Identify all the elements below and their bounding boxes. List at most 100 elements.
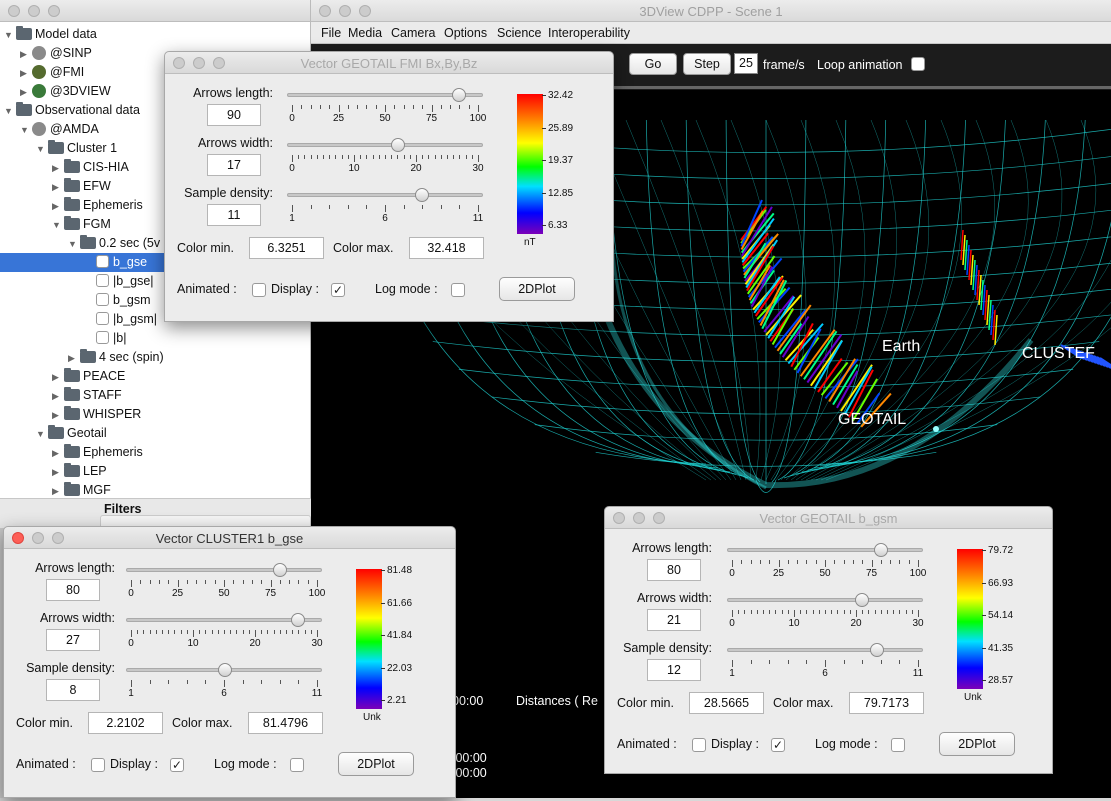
disclosure-closed-icon[interactable]: ▶ <box>52 406 64 425</box>
arrows-length-slider[interactable] <box>287 93 483 97</box>
disclosure-open-icon[interactable]: ▼ <box>52 216 64 235</box>
color-max-input[interactable]: 81.4796 <box>248 712 323 734</box>
2dplot-button[interactable]: 2DPlot <box>939 732 1015 756</box>
disclosure-closed-icon[interactable]: ▶ <box>52 444 64 463</box>
slider-knob[interactable] <box>391 138 405 152</box>
slider-knob[interactable] <box>218 663 232 677</box>
zoom-window-button[interactable] <box>48 5 60 17</box>
disclosure-closed-icon[interactable]: ▶ <box>52 482 64 498</box>
tree-item[interactable]: ▶ STAFF <box>0 386 311 405</box>
arrows-width-input[interactable]: 21 <box>647 609 701 631</box>
menu-interoperability[interactable]: Interoperability <box>548 26 630 40</box>
disclosure-open-icon[interactable]: ▼ <box>4 26 16 45</box>
disclosure-closed-icon[interactable]: ▶ <box>52 387 64 406</box>
sample-density-slider[interactable] <box>287 193 483 197</box>
cluster-vector-arrow <box>977 270 979 300</box>
menu-options[interactable]: Options <box>444 26 487 40</box>
disclosure-closed-icon[interactable]: ▶ <box>68 349 80 368</box>
tree-item[interactable]: ▶ MGF <box>0 481 311 498</box>
menu-file[interactable]: File <box>321 26 341 40</box>
disclosure-closed-icon[interactable]: ▶ <box>52 178 64 197</box>
disclosure-closed-icon[interactable]: ▶ <box>52 197 64 216</box>
display-checkbox[interactable]: ✓ <box>771 738 785 752</box>
menu-media[interactable]: Media <box>348 26 382 40</box>
sample-density-input[interactable]: 11 <box>207 204 261 226</box>
parameter-checkbox[interactable] <box>96 293 109 306</box>
disclosure-open-icon[interactable]: ▼ <box>36 425 48 444</box>
sample-density-slider[interactable] <box>126 668 322 672</box>
disclosure-closed-icon[interactable]: ▶ <box>52 368 64 387</box>
arrows-length-input[interactable]: 90 <box>207 104 261 126</box>
arrows-length-slider[interactable] <box>126 568 322 572</box>
log-mode-checkbox[interactable] <box>290 758 304 772</box>
disclosure-closed-icon[interactable]: ▶ <box>20 64 32 83</box>
tree-item[interactable]: ▶ 4 sec (spin) <box>0 348 311 367</box>
arrows-length-slider[interactable] <box>727 548 923 552</box>
animated-checkbox[interactable] <box>692 738 706 752</box>
tree-item[interactable]: ▶ LEP <box>0 462 311 481</box>
disclosure-open-icon[interactable]: ▼ <box>36 140 48 159</box>
tree-item[interactable]: ▶ PEACE <box>0 367 311 386</box>
display-checkbox[interactable]: ✓ <box>170 758 184 772</box>
display-checkbox[interactable]: ✓ <box>331 283 345 297</box>
disclosure-open-icon[interactable]: ▼ <box>68 235 80 254</box>
color-min-input[interactable]: 6.3251 <box>249 237 324 259</box>
2dplot-button[interactable]: 2DPlot <box>499 277 575 301</box>
animated-checkbox[interactable] <box>252 283 266 297</box>
slider-knob[interactable] <box>415 188 429 202</box>
color-min-input[interactable]: 28.5665 <box>689 692 764 714</box>
arrows-width-slider[interactable] <box>727 598 923 602</box>
sample-density-input[interactable]: 12 <box>647 659 701 681</box>
animated-checkbox[interactable] <box>91 758 105 772</box>
disclosure-closed-icon[interactable]: ▶ <box>20 83 32 102</box>
step-button[interactable]: Step <box>683 53 731 75</box>
parameter-checkbox[interactable] <box>96 274 109 287</box>
arrows-width-slider[interactable] <box>126 618 322 622</box>
tree-item[interactable]: ▶ Ephemeris <box>0 443 311 462</box>
tree-item[interactable]: ▶ WHISPER <box>0 405 311 424</box>
disclosure-closed-icon[interactable]: ▶ <box>52 463 64 482</box>
arrows-width-input[interactable]: 17 <box>207 154 261 176</box>
menu-camera[interactable]: Camera <box>391 26 435 40</box>
slider-tick <box>280 630 281 634</box>
slider-knob[interactable] <box>273 563 287 577</box>
minimize-window-button[interactable] <box>28 5 40 17</box>
slider-tick <box>131 630 132 637</box>
disclosure-open-icon[interactable]: ▼ <box>20 121 32 140</box>
go-button[interactable]: Go <box>629 53 677 75</box>
log-mode-checkbox[interactable] <box>451 283 465 297</box>
slider-knob[interactable] <box>870 643 884 657</box>
disclosure-closed-icon[interactable]: ▶ <box>20 45 32 64</box>
slider-knob[interactable] <box>291 613 305 627</box>
2dplot-button[interactable]: 2DPlot <box>338 752 414 776</box>
close-window-button[interactable] <box>8 5 20 17</box>
disclosure-open-icon[interactable]: ▼ <box>4 102 16 121</box>
sample-density-slider[interactable] <box>727 648 923 652</box>
tree-item[interactable]: ▼ Model data <box>0 25 311 44</box>
log-mode-checkbox[interactable] <box>891 738 905 752</box>
color-min-input[interactable]: 2.2102 <box>88 712 163 734</box>
parameter-checkbox[interactable] <box>96 255 109 268</box>
arrows-width-slider[interactable] <box>287 143 483 147</box>
tree-item[interactable]: |b| <box>0 329 311 348</box>
color-max-input[interactable]: 79.7173 <box>849 692 924 714</box>
arrows-width-input[interactable]: 27 <box>46 629 100 651</box>
slider-knob[interactable] <box>874 543 888 557</box>
slider-tick <box>335 155 336 159</box>
fps-input[interactable]: 25 <box>734 53 758 74</box>
parameter-checkbox[interactable] <box>96 331 109 344</box>
disclosure-closed-icon[interactable]: ▶ <box>52 159 64 178</box>
sample-density-input[interactable]: 8 <box>46 679 100 701</box>
slider-knob[interactable] <box>855 593 869 607</box>
menu-science[interactable]: Science <box>497 26 541 40</box>
slider-tick <box>862 560 863 564</box>
color-max-input[interactable]: 32.418 <box>409 237 484 259</box>
tree-item[interactable]: ▼ Geotail <box>0 424 311 443</box>
slider-knob[interactable] <box>452 88 466 102</box>
colorbar-unit: Unk <box>964 692 982 703</box>
loop-animation-checkbox[interactable] <box>911 57 925 71</box>
parameter-checkbox[interactable] <box>96 312 109 325</box>
timeline-bar[interactable] <box>611 86 1111 89</box>
arrows-length-input[interactable]: 80 <box>46 579 100 601</box>
arrows-length-input[interactable]: 80 <box>647 559 701 581</box>
